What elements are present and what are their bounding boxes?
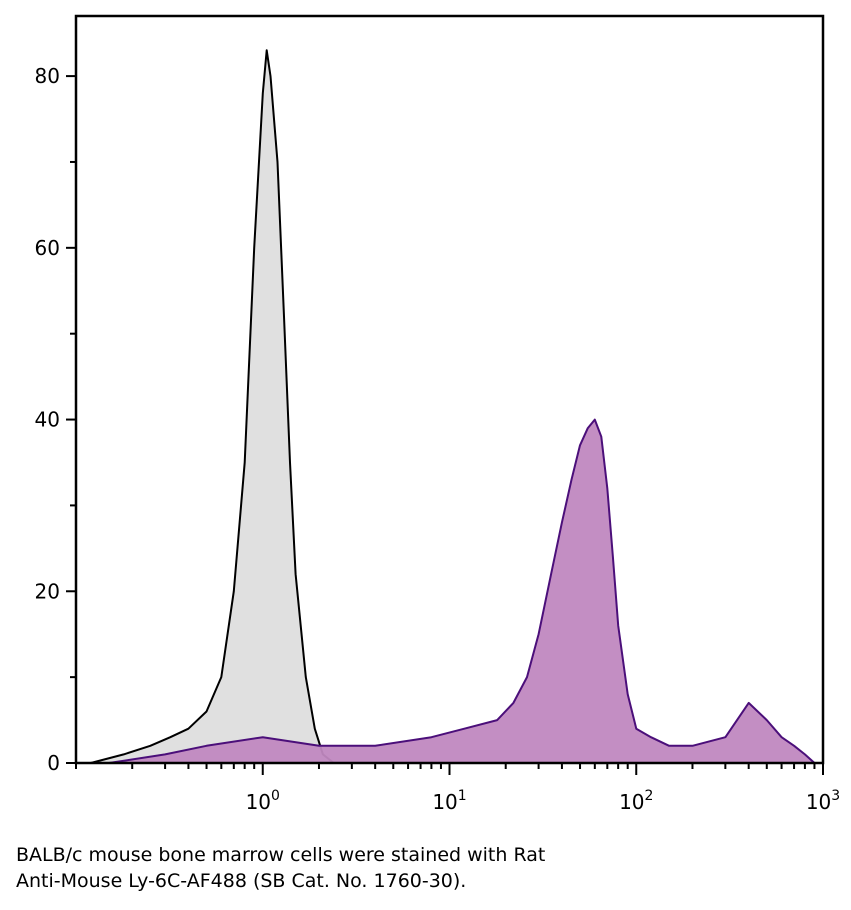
axes-layer: 0 20 40 60 80 100 101 102 103 <box>35 14 840 814</box>
series-Ly-6C-AF488-area <box>107 418 816 764</box>
y-tick-label: 40 <box>35 408 60 432</box>
x-tick-label: 101 <box>432 788 466 814</box>
y-tick-label: 0 <box>47 751 60 775</box>
plot-frame <box>74 14 825 765</box>
x-tick-label: 103 <box>806 788 840 814</box>
histogram-chart: 0 20 40 60 80 100 101 102 103 <box>35 14 840 814</box>
x-tick-label: 100 <box>246 788 280 814</box>
caption-line-2: Anti-Mouse Ly-6C-AF488 (SB Cat. No. 1760… <box>16 870 467 892</box>
series-isotype-control-area <box>89 49 335 764</box>
y-tick-label: 20 <box>35 579 60 603</box>
figure-caption: BALB/c mouse bone marrow cells were stai… <box>16 842 836 894</box>
y-tick-label: 80 <box>35 64 60 88</box>
series-layer <box>89 49 816 764</box>
caption-line-1: BALB/c mouse bone marrow cells were stai… <box>16 844 546 866</box>
y-tick-label: 60 <box>35 236 60 260</box>
x-tick-label: 102 <box>619 788 653 814</box>
